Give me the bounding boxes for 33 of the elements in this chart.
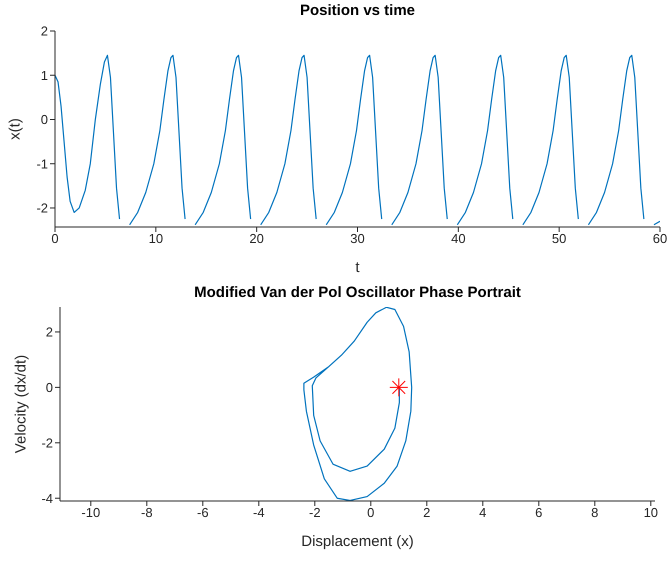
x-tick-label: 6 xyxy=(535,505,542,520)
y-tick-label: 1 xyxy=(40,68,48,83)
x-tick-label: 20 xyxy=(249,231,264,246)
y-tick-label: 0 xyxy=(46,380,53,395)
x-tick-label: -2 xyxy=(309,505,321,520)
x-tick-label: 10 xyxy=(148,231,164,246)
y-tick-label: -2 xyxy=(41,435,53,450)
x-tick-label: -10 xyxy=(81,505,100,520)
line-series xyxy=(303,307,412,501)
x-tick-label: 0 xyxy=(367,505,374,520)
x-tick-label: 30 xyxy=(350,231,365,246)
x-tick-label: 10 xyxy=(644,505,658,520)
x-tick-label: 50 xyxy=(552,231,566,246)
x-tick-label: 40 xyxy=(451,231,466,246)
y-tick-label: 0 xyxy=(40,112,48,128)
x-tick-label: 2 xyxy=(423,505,430,520)
y-tick-label: 2 xyxy=(46,324,53,340)
x-tick-label: 60 xyxy=(652,231,668,246)
x-tick-label: -4 xyxy=(253,505,265,520)
x-axis-title: Displacement (x) xyxy=(301,533,414,550)
y-tick-label: -1 xyxy=(36,156,48,172)
y-tick-label: -2 xyxy=(36,200,48,216)
x-tick-label: -8 xyxy=(141,505,153,520)
x-tick-label: 8 xyxy=(591,505,598,520)
y-axis-title: Velocity (dx/dt) xyxy=(12,354,30,454)
chart-title: Position vs time xyxy=(298,2,416,19)
y-tick-label: 2 xyxy=(40,24,48,39)
x-axis-title: t xyxy=(355,259,360,276)
x-tick-label: -6 xyxy=(197,505,209,520)
x-tick-label: 4 xyxy=(479,505,486,520)
y-tick-label: -4 xyxy=(41,490,53,506)
y-axis-title: x(t) xyxy=(6,118,24,140)
chart-title: Modified Van der Pol Oscillator Phase Portrait xyxy=(193,284,522,301)
